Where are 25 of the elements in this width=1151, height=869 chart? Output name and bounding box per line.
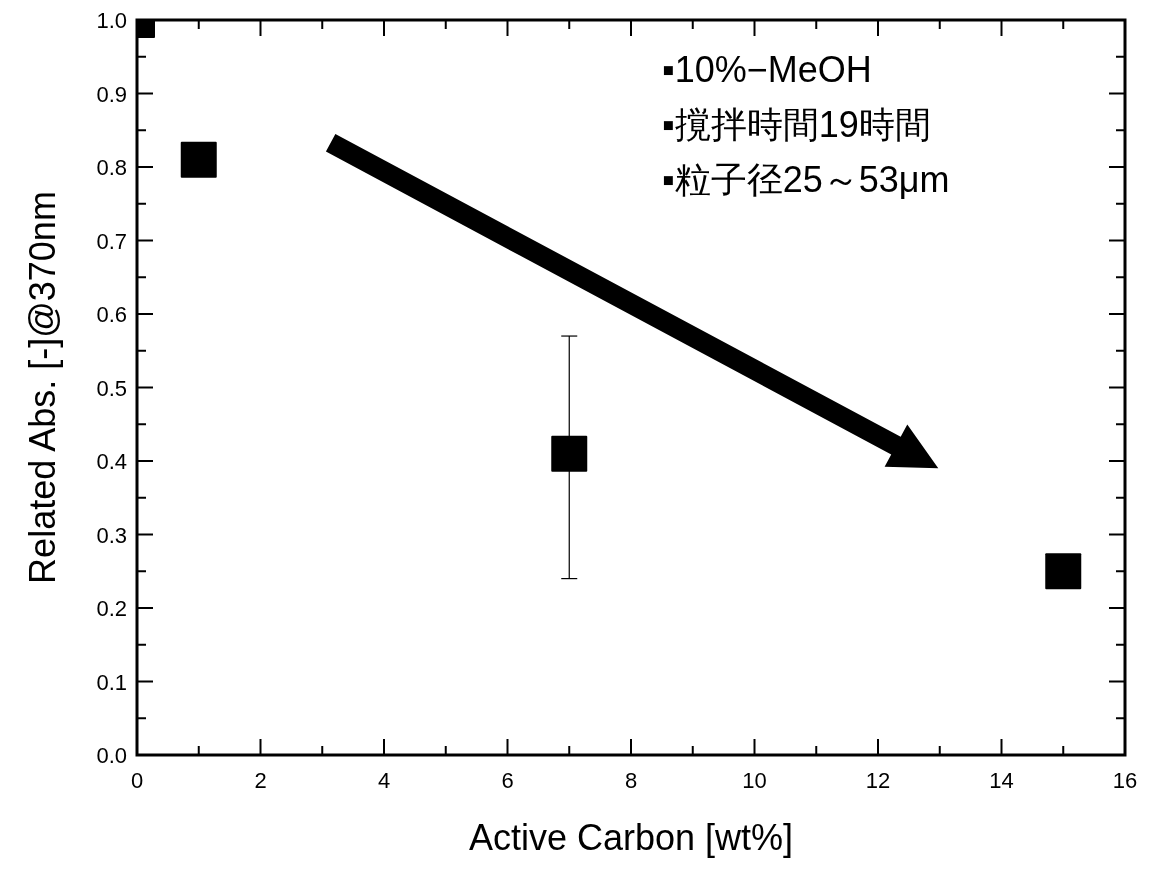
annotation: ▪撹拌時間19時間: [662, 104, 931, 145]
x-tick-label: 12: [865, 768, 891, 793]
annotation: ▪10%−MeOH: [662, 49, 872, 90]
y-tick-label: 0.5: [96, 375, 127, 401]
y-tick-label: 0.4: [96, 449, 127, 474]
x-tick-label: 8: [624, 768, 638, 793]
x-tick-label: 10: [742, 768, 767, 793]
y-tick-label: 0.1: [96, 669, 127, 695]
y-tick-label: 0.3: [96, 522, 127, 548]
x-tick-label: 16: [1112, 768, 1138, 793]
x-tick-label: 0: [130, 768, 144, 793]
x-tick-label: 14: [989, 768, 1014, 793]
y-tick-label: 0.9: [96, 81, 127, 107]
y-tick-label: 1.0: [96, 8, 127, 33]
y-tick-label: 0.8: [96, 155, 127, 180]
x-tick-label: 2: [254, 768, 267, 793]
annotation: ▪粒子径25～53μm: [662, 159, 950, 200]
x-axis-title: Active Carbon [wt%]: [468, 817, 794, 858]
y-tick-label: 0.0: [96, 743, 127, 768]
y-tick-label: 0.2: [96, 596, 127, 621]
x-tick-label: 6: [501, 768, 514, 793]
y-tick-label: 0.7: [96, 228, 127, 254]
y-tick-label: 0.6: [96, 302, 127, 327]
y-axis-title: Related Abs. [-]@370nm: [22, 191, 63, 584]
x-tick-label: 4: [377, 768, 391, 793]
